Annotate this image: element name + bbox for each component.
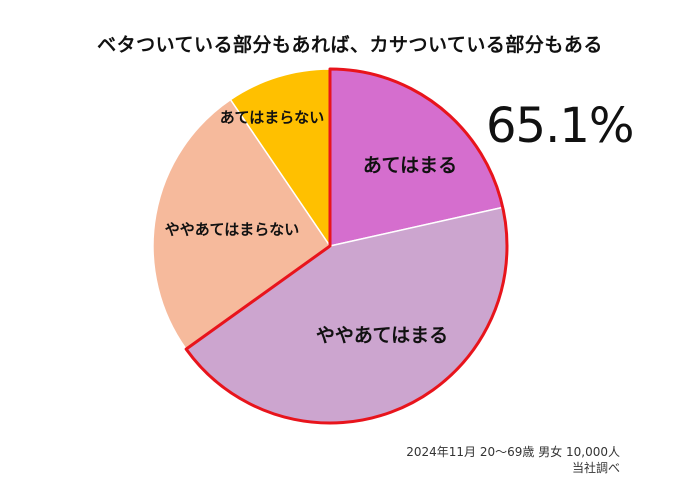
slice-label-4: あてはまらない (220, 109, 324, 127)
pie-slice-4 (229, 68, 331, 249)
pie-slices (152, 68, 508, 424)
slice-label-2: ややあてはまる (316, 325, 448, 347)
highlight-outline-group (184, 67, 509, 425)
footnote: 2024年11月 20～69歳 男女 10,000人 当社調べ (406, 444, 620, 476)
slice-label-1: あてはまる (363, 155, 457, 177)
highlight-outline (184, 67, 509, 425)
slice-label-3: ややあてはまらない (165, 221, 299, 239)
footnote-survey-info: 2024年11月 20～69歳 男女 10,000人 (406, 445, 620, 459)
footnote-source: 当社調べ (571, 461, 620, 475)
highlight-percentage: 65.1% (486, 98, 634, 154)
chart-title: ベタついている部分もあれば、カサついている部分もある (97, 34, 603, 56)
pie-slice-3 (152, 98, 332, 351)
